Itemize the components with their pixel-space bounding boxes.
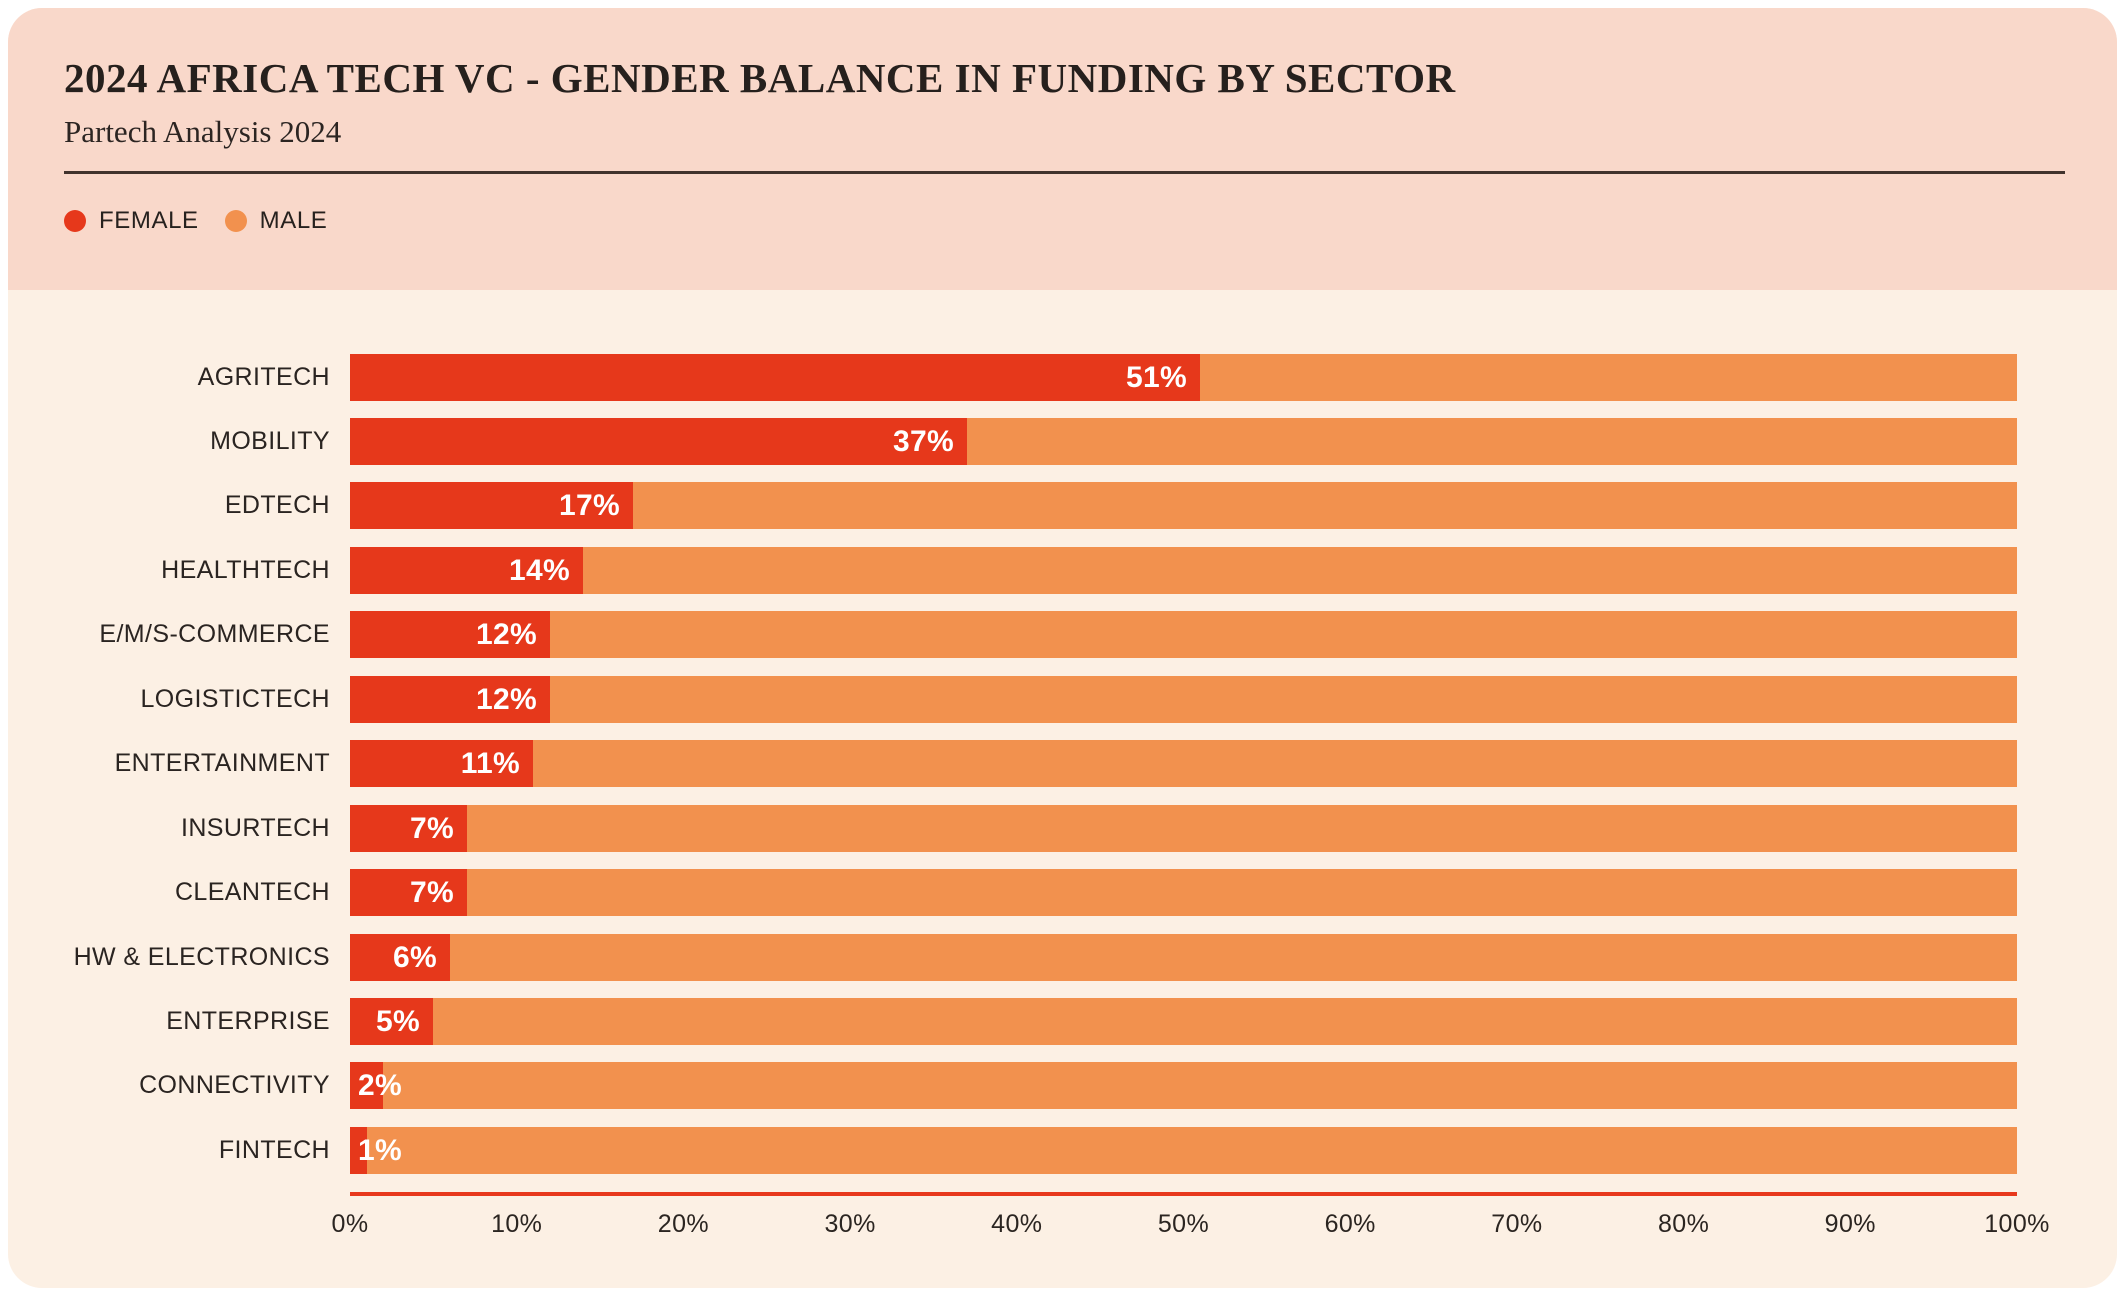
bar-female-segment: 7% [350,869,467,916]
x-tick-label: 50% [1157,1210,1210,1238]
bar-male-segment: 17% [350,482,2017,529]
bar-female-segment: 6% [350,934,450,981]
category-label: MOBILITY [210,427,330,455]
category-label: LOGISTICTECH [140,685,330,713]
bar-female-segment: 14% [350,547,583,594]
bar-value-label: 17% [559,488,620,522]
legend: FEMALE MALE [64,207,327,235]
bar-male-segment: 12% [350,611,2017,658]
bar-male-segment: 51% [350,354,2017,401]
bar-value-label: 5% [376,1004,420,1038]
bar-female-segment [350,1127,367,1174]
x-tick-label: 40% [991,1210,1043,1238]
bar-value-label: 2% [358,1068,402,1102]
category-label: EDTECH [224,491,330,519]
legend-label: FEMALE [99,207,199,234]
bar-male-segment: 1% [350,1127,2017,1174]
plot-area: AGRITECH 51% MOBILITY 37% EDTECH 17% HEALTHTEC… [8,8,2117,1288]
bar-male-segment: 7% [350,805,2017,852]
bar-female-segment [350,1062,383,1109]
x-tick-label: 90% [1824,1210,1876,1238]
x-tick-label: 60% [1324,1210,1376,1238]
category-label: HEALTHTECH [161,556,330,584]
bar-value-label: 6% [393,940,437,974]
bar-male-segment: 14% [350,547,2017,594]
category-label: INSURTECH [181,814,330,842]
bar-value-label: 11% [460,746,520,780]
category-label: ENTERTAINMENT [114,749,330,777]
x-tick-label: 0% [331,1210,369,1238]
bar-value-label: 1% [358,1133,402,1167]
bar-male-segment: 12% [350,676,2017,723]
category-label: CONNECTIVITY [139,1071,330,1099]
bar-female-segment: 12% [350,611,550,658]
legend-swatch-icon [224,210,247,232]
category-label: FINTECH [218,1136,330,1164]
bar-male-segment: 6% [350,934,2017,981]
bar-male-segment: 2% [350,1062,2017,1109]
bar-male-segment: 37% [350,418,2017,465]
category-label: CLEANTECH [174,878,330,906]
chart-title: 2024 AFRICA TECH VC - GENDER BALANCE IN … [64,55,1456,101]
bar-value-label: 37% [893,424,954,458]
category-label: HW & ELECTRONICS [73,943,330,971]
category-label: AGRITECH [197,363,330,391]
bar-male-segment: 11% [350,740,2017,787]
x-tick-label: 20% [657,1210,710,1238]
bar-female-segment: 37% [350,418,967,465]
x-tick-label: 10% [491,1210,543,1238]
x-tick-label: 80% [1657,1210,1710,1238]
bar-value-label: 7% [410,875,454,909]
legend-label: MALE [259,207,328,234]
chart-header: 2024 AFRICA TECH VC - GENDER BALANCE IN … [8,8,2117,290]
x-tick-label: 100% [1984,1210,2050,1238]
bar-male-segment: 5% [350,998,2017,1045]
bar-male-segment: 7% [350,869,2017,916]
bar-female-segment: 51% [350,354,1200,401]
category-label: ENTERPRISE [166,1007,330,1035]
bar-female-segment: 7% [350,805,467,852]
bar-female-segment: 5% [350,998,433,1045]
bar-value-label: 14% [509,553,570,587]
x-tick-label: 70% [1491,1210,1543,1238]
chart-card: 2024 AFRICA TECH VC - GENDER BALANCE IN … [8,8,2117,1288]
legend-item-female: FEMALE [64,207,199,235]
bar-female-segment: 12% [350,676,550,723]
legend-swatch-icon [64,210,86,232]
bar-female-segment: 17% [350,482,633,529]
bar-value-label: 7% [410,811,454,845]
bar-value-label: 51% [1126,360,1187,394]
bar-value-label: 12% [476,682,537,716]
bar-value-label: 12% [476,617,537,651]
chart-subtitle: Partech Analysis 2024 [64,114,342,149]
x-tick-label: 30% [824,1210,876,1238]
header-divider-line [64,171,2065,174]
x-axis-line [350,1192,2017,1196]
bar-female-segment: 11% [350,740,533,787]
category-label: E/M/S-COMMERCE [99,620,330,648]
legend-item-male: MALE [224,207,328,235]
